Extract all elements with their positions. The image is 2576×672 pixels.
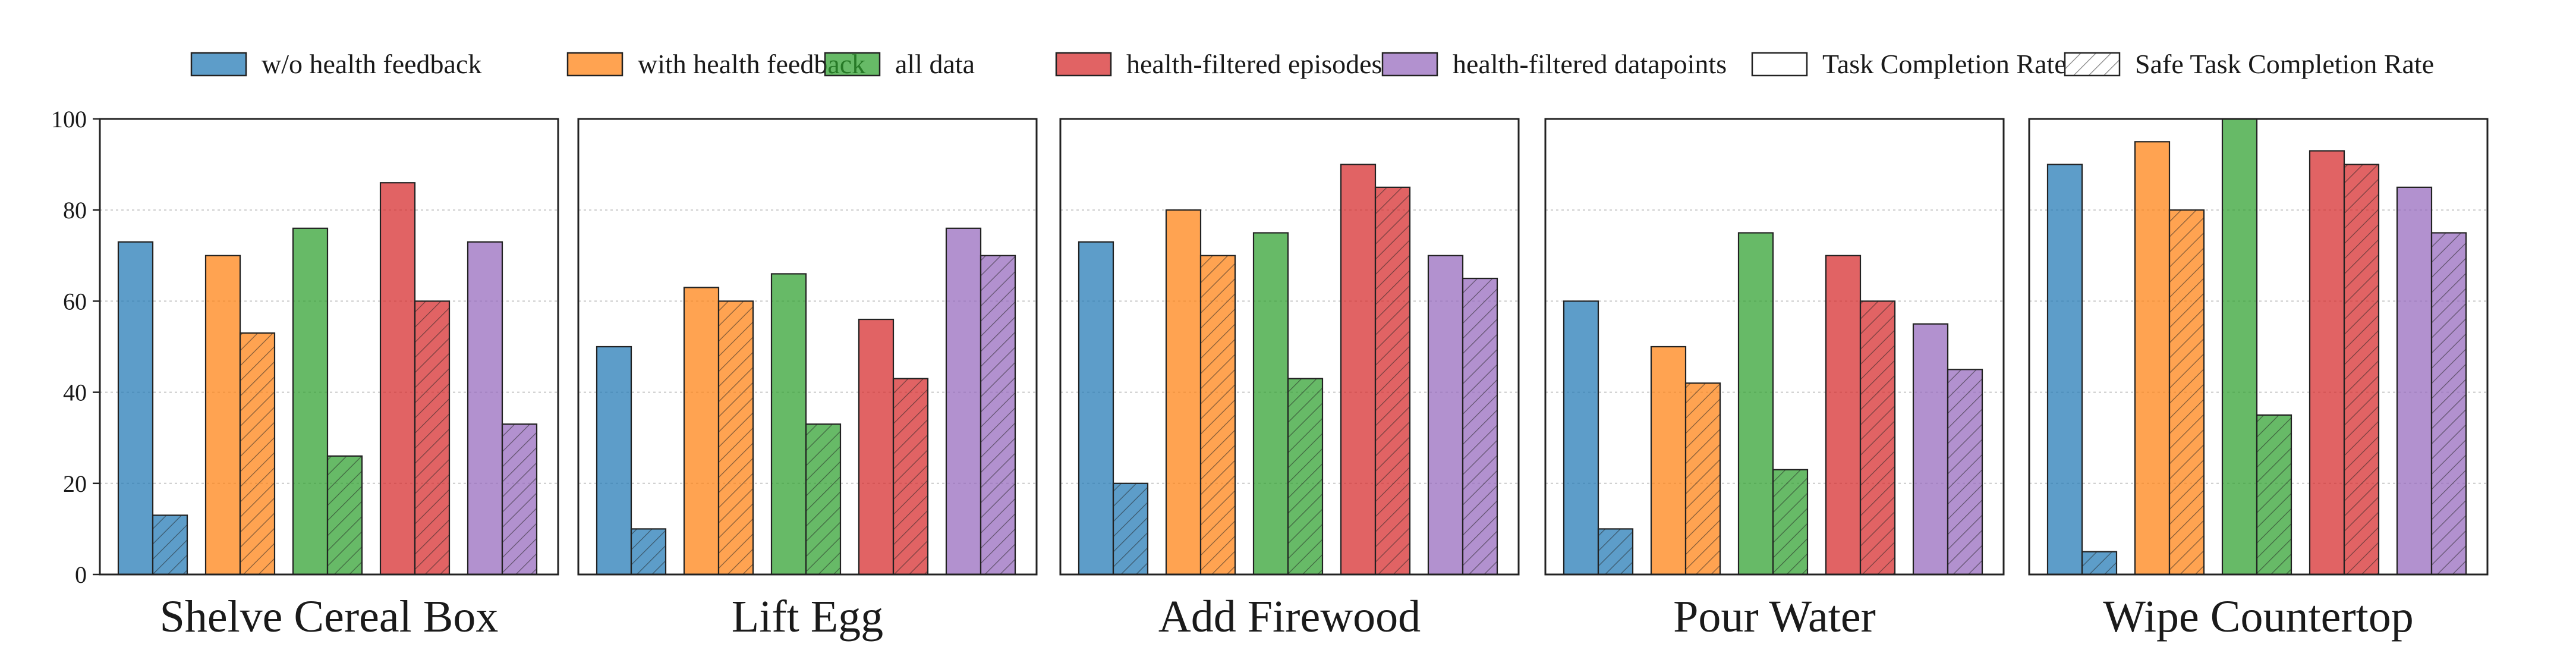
y-tick-label: 20 bbox=[63, 470, 87, 497]
bar-safe-task-completion-hatch bbox=[1773, 469, 1807, 574]
bar-safe-task-completion-hatch bbox=[1686, 383, 1720, 574]
bar-task-completion bbox=[770, 273, 807, 576]
legend-swatch bbox=[1381, 52, 1438, 77]
legend-label: Safe Task Completion Rate bbox=[2135, 49, 2434, 79]
bar-task-completion bbox=[2221, 118, 2258, 576]
legend-item: all data bbox=[824, 49, 975, 79]
legend-label: all data bbox=[895, 49, 975, 79]
bar-safe-task-completion-hatch bbox=[2432, 233, 2466, 574]
bar-safe-task-completion-hatch bbox=[1860, 301, 1895, 574]
bar-safe-task-completion-hatch bbox=[2344, 164, 2379, 575]
bar-task-completion bbox=[2046, 164, 2083, 576]
bar-safe-task-completion-hatch bbox=[1375, 187, 1410, 574]
legend-item: Task Completion Rate bbox=[1751, 49, 2067, 79]
panel-title: Shelve Cereal Box bbox=[160, 592, 499, 642]
legend-swatch bbox=[1055, 52, 1112, 77]
bar-safe-task-completion-hatch bbox=[719, 301, 753, 574]
panel-title: Pour Water bbox=[1673, 592, 1876, 642]
panel-frame bbox=[99, 118, 559, 576]
bar-task-completion bbox=[379, 182, 416, 576]
legend-item: with health feedback bbox=[566, 49, 865, 79]
bar-task-completion bbox=[2134, 141, 2171, 576]
legend-item: health-filtered datapoints bbox=[1381, 49, 1727, 79]
bar-safe-task-completion-hatch bbox=[1463, 278, 1497, 574]
bar-safe-task-completion-hatch bbox=[893, 378, 928, 574]
bar-safe-task-completion-hatch bbox=[1201, 255, 1235, 574]
y-tick-label: 0 bbox=[75, 561, 87, 588]
panel-title: Wipe Countertop bbox=[2103, 592, 2414, 642]
bar-safe-task-completion-hatch bbox=[2257, 414, 2291, 574]
bar-task-completion bbox=[1912, 323, 1949, 576]
panel-frame bbox=[1059, 118, 1520, 576]
panel-title: Lift Egg bbox=[732, 592, 883, 642]
bar-safe-task-completion-hatch bbox=[806, 424, 840, 574]
y-tick-label: 100 bbox=[51, 106, 87, 133]
bar-task-completion bbox=[858, 318, 895, 576]
bar-task-completion bbox=[1737, 232, 1774, 576]
bar-task-completion bbox=[204, 255, 241, 576]
legend: w/o health feedback with health feedback a… bbox=[190, 49, 2434, 79]
legend-swatch bbox=[190, 52, 247, 77]
bar-task-completion bbox=[596, 346, 632, 576]
bar-task-completion bbox=[683, 287, 720, 576]
panel-frame bbox=[1544, 118, 2005, 576]
legend-item: w/o health feedback bbox=[190, 49, 481, 79]
bar-safe-task-completion-hatch bbox=[502, 424, 537, 574]
bar-task-completion bbox=[1340, 164, 1377, 576]
bar-task-completion bbox=[467, 241, 503, 576]
legend-swatch bbox=[1751, 52, 1808, 77]
bar-task-completion bbox=[292, 227, 329, 576]
panel-frame bbox=[2028, 118, 2489, 576]
legend-label: health-filtered datapoints bbox=[1453, 49, 1727, 79]
bar-task-completion bbox=[1078, 241, 1114, 576]
y-tick-label: 40 bbox=[63, 379, 87, 406]
legend-swatch bbox=[824, 52, 881, 77]
bar-task-completion bbox=[1252, 232, 1289, 576]
bar-safe-task-completion-hatch bbox=[2082, 551, 2117, 574]
bar-safe-task-completion-hatch bbox=[631, 529, 666, 574]
panels: 0 20 40 60 80 100 Shelve Cereal Box Lift Egg Add… bbox=[51, 106, 2489, 642]
panel-5: Wipe Countertop bbox=[2028, 118, 2489, 642]
legend-swatch bbox=[2064, 52, 2121, 77]
legend-item: Safe Task Completion Rate bbox=[2064, 49, 2434, 79]
bar-safe-task-completion-hatch bbox=[2169, 210, 2204, 574]
bar-safe-task-completion-hatch bbox=[240, 333, 275, 574]
panel-1: Shelve Cereal Box bbox=[99, 118, 559, 642]
bar-task-completion bbox=[945, 227, 982, 576]
legend-item: health-filtered episodes bbox=[1055, 49, 1382, 79]
panel-3: Add Firewood bbox=[1059, 118, 1520, 642]
legend-swatch bbox=[566, 52, 623, 77]
panel-2: Lift Egg bbox=[577, 118, 1038, 642]
bar-safe-task-completion-hatch bbox=[1113, 483, 1148, 574]
legend-label: w/o health feedback bbox=[262, 49, 481, 79]
bar-safe-task-completion-hatch bbox=[415, 301, 449, 574]
bar-task-completion bbox=[1825, 255, 1862, 576]
panel-4: Pour Water bbox=[1544, 118, 2005, 642]
y-tick-label: 80 bbox=[63, 197, 87, 224]
panel-frame bbox=[577, 118, 1038, 576]
bar-safe-task-completion-hatch bbox=[327, 456, 362, 574]
legend-label: health-filtered episodes bbox=[1126, 49, 1382, 79]
panel-title: Add Firewood bbox=[1158, 592, 1421, 642]
bar-task-completion bbox=[2396, 186, 2433, 576]
bar-task-completion bbox=[117, 241, 154, 576]
bar-task-completion bbox=[1650, 346, 1687, 576]
bar-safe-task-completion-hatch bbox=[981, 255, 1015, 574]
y-tick-label: 60 bbox=[63, 288, 87, 315]
bar-safe-task-completion-hatch bbox=[1948, 369, 1982, 574]
bar-safe-task-completion-hatch bbox=[1598, 529, 1633, 574]
bar-safe-task-completion-hatch bbox=[153, 515, 187, 574]
bar-task-completion bbox=[1427, 255, 1464, 576]
legend-label: Task Completion Rate bbox=[1822, 49, 2067, 79]
bar-task-completion bbox=[2309, 150, 2345, 576]
bar-safe-task-completion-hatch bbox=[1288, 378, 1322, 574]
bar-task-completion bbox=[1563, 300, 1599, 576]
bar-task-completion bbox=[1165, 209, 1202, 576]
